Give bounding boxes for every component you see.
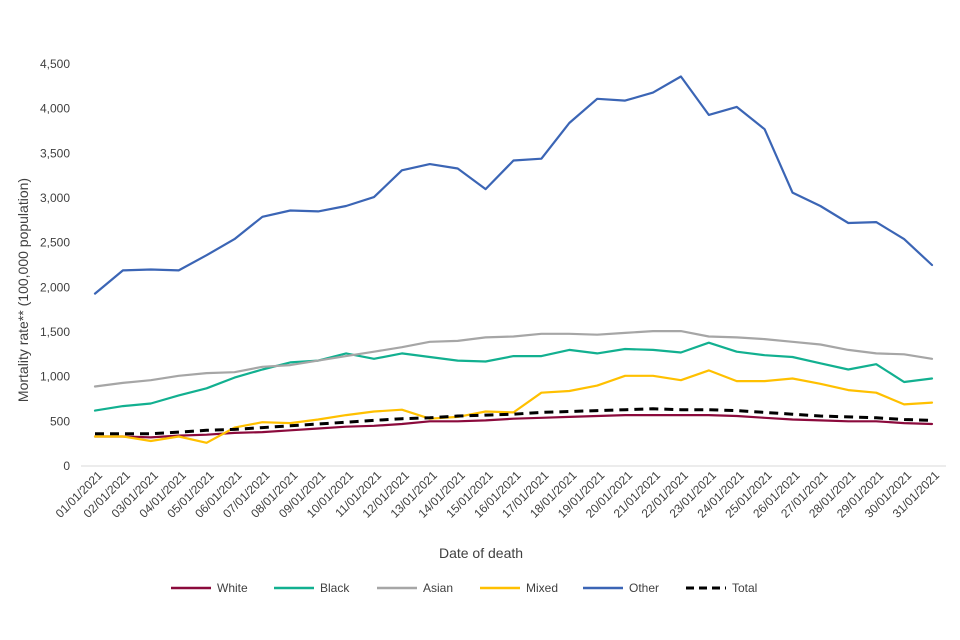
series-line-other — [93, 75, 934, 295]
y-tick-label: 4,500 — [40, 57, 70, 71]
y-axis-title: Mortality rate** (100,000 population) — [15, 178, 31, 402]
legend-label-white: White — [217, 581, 248, 595]
y-tick-label: 3,500 — [40, 146, 70, 160]
y-axis-ticks: 0 500 1,000 1,500 2,000 2,500 3,000 3,500 4,000 4… — [40, 57, 70, 473]
legend-label-black: Black — [320, 581, 350, 595]
series-line-total — [95, 407, 933, 436]
y-tick-label: 2,000 — [40, 280, 70, 294]
series-line-mixed — [93, 369, 934, 444]
series-lines — [93, 75, 934, 444]
legend-label-total: Total — [732, 581, 757, 595]
y-tick-label: 3,000 — [40, 191, 70, 205]
legend-label-mixed: Mixed — [526, 581, 558, 595]
x-axis-title: Date of death — [439, 545, 523, 561]
y-tick-label: 1,500 — [40, 325, 70, 339]
y-tick-label: 2,500 — [40, 236, 70, 250]
legend: White Black Asian Mixed Other Total — [171, 581, 757, 595]
y-tick-label: 1,000 — [40, 370, 70, 384]
y-tick-label: 0 — [63, 459, 70, 473]
series-line-asian — [93, 330, 934, 388]
y-tick-label: 500 — [50, 414, 70, 428]
series-line-black — [93, 341, 934, 412]
legend-label-asian: Asian — [423, 581, 453, 595]
series-line-white — [93, 414, 934, 439]
x-axis-ticks: 01/01/202102/01/202103/01/202104/01/2021… — [53, 468, 943, 521]
y-tick-label: 4,000 — [40, 102, 70, 116]
legend-label-other: Other — [629, 581, 659, 595]
